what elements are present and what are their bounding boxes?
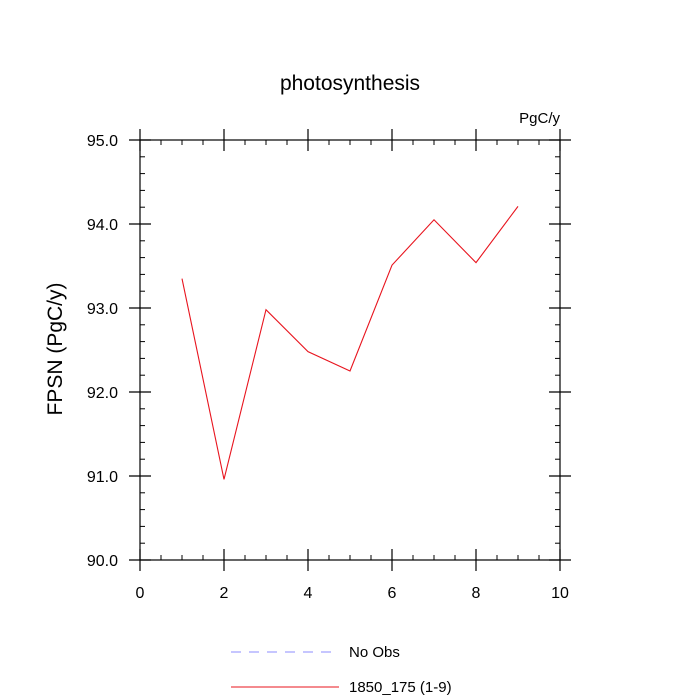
y-tick-label: 93.0 bbox=[87, 301, 118, 318]
x-tick-label: 4 bbox=[304, 585, 313, 602]
series-line bbox=[181, 206, 519, 480]
plot-area bbox=[139, 139, 561, 561]
y-axis: 90.0 91.0 92.0 93.0 94.0 95.0 bbox=[87, 133, 571, 570]
units-label: PgC/y bbox=[519, 110, 560, 127]
series-layer bbox=[181, 206, 519, 480]
x-tick-label: 2 bbox=[220, 585, 229, 602]
legend-label: No Obs bbox=[349, 644, 400, 661]
y-tick-label: 90.0 bbox=[87, 553, 118, 570]
y-tick-label: 92.0 bbox=[87, 385, 118, 402]
x-tick-label: 6 bbox=[388, 585, 397, 602]
x-tick-label: 8 bbox=[472, 585, 481, 602]
chart-title: photosynthesis bbox=[280, 72, 420, 95]
plot-frame bbox=[139, 139, 561, 561]
y-tick-label: 91.0 bbox=[87, 469, 118, 486]
y-tick-label: 94.0 bbox=[87, 217, 118, 234]
x-axis: 0 2 4 6 8 10 bbox=[136, 129, 569, 602]
y-axis-label: FPSN (PgC/y) bbox=[44, 282, 67, 415]
y-tick-label: 95.0 bbox=[87, 133, 118, 150]
legend-label: 1850_175 (1-9) bbox=[349, 679, 452, 696]
x-tick-label: 10 bbox=[551, 585, 569, 602]
x-tick-label: 0 bbox=[136, 585, 145, 602]
legend: No Obs 1850_175 (1-9) bbox=[231, 644, 452, 696]
